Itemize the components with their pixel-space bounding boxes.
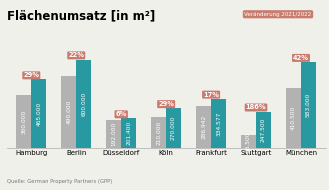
Text: 247.500: 247.500	[261, 118, 266, 142]
Text: 360.000: 360.000	[21, 109, 26, 134]
Text: 583.000: 583.000	[306, 93, 311, 117]
Bar	[166, 108, 181, 148]
Bar	[106, 120, 121, 148]
Text: 210.000: 210.000	[156, 121, 161, 145]
Text: 29%: 29%	[23, 72, 39, 78]
Text: 490.000: 490.000	[66, 100, 71, 124]
Text: 465.000: 465.000	[36, 102, 41, 126]
Text: 600.000: 600.000	[81, 92, 86, 116]
Text: 410.500: 410.500	[291, 106, 296, 130]
Text: Flächenumsatz [in m²]: Flächenumsatz [in m²]	[7, 10, 155, 22]
Text: 86.500: 86.500	[246, 131, 251, 152]
Bar	[286, 88, 301, 148]
Text: 192.000: 192.000	[111, 122, 116, 146]
Bar	[121, 118, 136, 148]
Bar	[211, 99, 226, 148]
Bar	[301, 62, 316, 148]
Text: 286.942: 286.942	[201, 115, 206, 139]
Text: 29%: 29%	[158, 101, 174, 107]
Text: 186%: 186%	[246, 105, 266, 111]
Bar	[16, 95, 31, 148]
Text: 17%: 17%	[203, 92, 219, 98]
Text: 334.577: 334.577	[216, 111, 221, 136]
Bar	[151, 117, 166, 148]
Bar	[31, 79, 46, 148]
Text: Veränderung 2021/2022: Veränderung 2021/2022	[244, 12, 312, 17]
Text: 270.000: 270.000	[171, 116, 176, 140]
Text: 42%: 42%	[293, 55, 309, 61]
Text: Quelle: German Property Partners (GPP): Quelle: German Property Partners (GPP)	[7, 179, 112, 184]
Text: 201.400: 201.400	[126, 121, 131, 145]
Bar	[196, 106, 211, 148]
Bar	[241, 135, 256, 148]
Text: 22%: 22%	[68, 52, 84, 58]
Bar	[62, 76, 76, 148]
Bar	[76, 59, 91, 148]
Text: 6%: 6%	[115, 111, 127, 117]
Bar	[256, 112, 271, 148]
